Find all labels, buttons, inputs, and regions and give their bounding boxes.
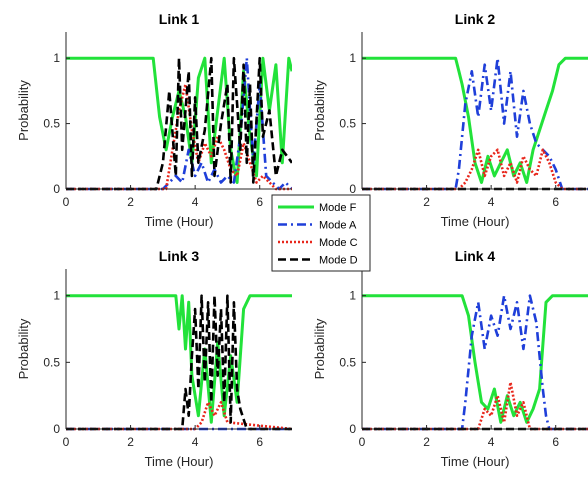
- legend-label: Mode C: [319, 237, 358, 249]
- y-tick-label: 0.5: [339, 117, 356, 131]
- series-line-mode-c: [362, 380, 588, 431]
- y-tick-label: 0: [53, 422, 60, 436]
- x-tick-label: 0: [359, 435, 366, 449]
- series-line-mode-a: [362, 56, 588, 191]
- y-tick-label: 0.5: [43, 355, 60, 369]
- x-tick-label: 6: [256, 435, 263, 449]
- x-tick-label: 4: [192, 435, 199, 449]
- y-tick-label: 0: [53, 182, 60, 196]
- chart-panels: 0 2 4 6 0 0.5 1 Link 1 Time (Hour) Probability 0 2 4…: [16, 11, 588, 469]
- y-tick-label: 1: [53, 51, 60, 65]
- series-line-mode-d: [66, 56, 292, 191]
- x-tick-label: 0: [63, 435, 70, 449]
- x-tick-label: 6: [552, 435, 559, 449]
- x-tick-label: 2: [423, 195, 430, 209]
- x-tick-label: 2: [127, 195, 134, 209]
- y-tick-label: 1: [53, 289, 60, 303]
- x-axis-label: Time (Hour): [145, 454, 214, 469]
- legend-label: Mode D: [319, 255, 358, 267]
- legend-item-mode-c: Mode C: [278, 237, 358, 249]
- x-tick-label: 0: [63, 195, 70, 209]
- x-axis-label: Time (Hour): [441, 214, 510, 229]
- chart-title: Link 4: [455, 248, 496, 264]
- series-line-mode-d: [66, 294, 292, 431]
- y-axis-label: Probability: [312, 80, 327, 141]
- legend: Mode F Mode A Mode C Mode D: [271, 194, 371, 272]
- x-tick-label: 4: [488, 195, 495, 209]
- series-lines: [66, 294, 292, 431]
- series-line-mode-c: [66, 83, 292, 191]
- series-line-mode-f: [362, 56, 588, 184]
- chart-panel-4: 0 2 4 6 0 0.5 1 Link 4 Time (Hour) Probability: [312, 248, 588, 469]
- y-tick-label: 1: [349, 289, 356, 303]
- y-axis-label: Probability: [16, 318, 31, 379]
- x-tick-label: 6: [552, 195, 559, 209]
- legend-item-mode-f: Mode F: [278, 202, 357, 214]
- plot-area: [66, 269, 292, 429]
- x-tick-label: 2: [127, 435, 134, 449]
- y-tick-label: 0.5: [43, 117, 60, 131]
- y-tick-label: 0.5: [339, 355, 356, 369]
- chart-title: Link 1: [159, 11, 200, 27]
- plot-area: [362, 269, 588, 429]
- chart-panel-1: 0 2 4 6 0 0.5 1 Link 1 Time (Hour) Probability: [16, 11, 292, 229]
- y-tick-label: 1: [349, 51, 356, 65]
- legend-item-mode-a: Mode A: [278, 220, 357, 232]
- x-axis-label: Time (Hour): [145, 214, 214, 229]
- legend-label: Mode A: [319, 220, 357, 232]
- y-tick-label: 0: [349, 182, 356, 196]
- x-tick-label: 6: [256, 195, 263, 209]
- chart-panel-3: 0 2 4 6 0 0.5 1 Link 3 Time (Hour) Probability: [16, 248, 292, 469]
- y-axis-label: Probability: [16, 80, 31, 141]
- chart-title: Link 2: [455, 11, 496, 27]
- legend-item-mode-d: Mode D: [278, 255, 358, 267]
- chart-title: Link 3: [159, 248, 200, 264]
- series-line-mode-a: [66, 56, 292, 191]
- y-tick-label: 0: [349, 422, 356, 436]
- series-lines: [66, 56, 292, 191]
- series-line-mode-a: [362, 294, 588, 431]
- x-tick-label: 4: [192, 195, 199, 209]
- x-tick-label: 2: [423, 435, 430, 449]
- y-axis-label: Probability: [312, 318, 327, 379]
- series-line-mode-c: [362, 148, 588, 191]
- x-tick-label: 4: [488, 435, 495, 449]
- x-axis-label: Time (Hour): [441, 454, 510, 469]
- legend-label: Mode F: [319, 202, 357, 214]
